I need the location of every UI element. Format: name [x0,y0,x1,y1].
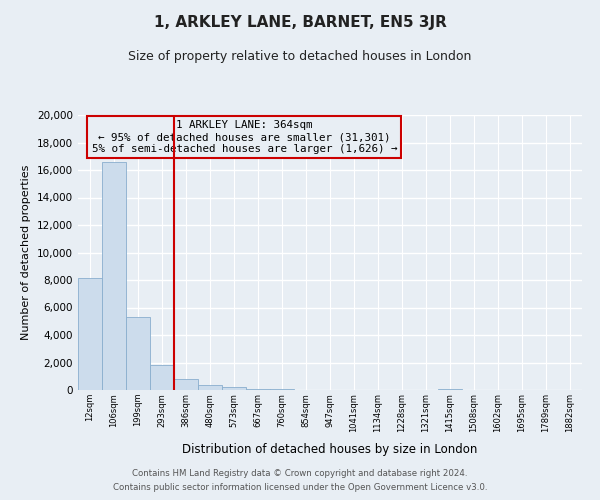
Text: Size of property relative to detached houses in London: Size of property relative to detached ho… [128,50,472,63]
Bar [174,379,198,390]
Text: 1, ARKLEY LANE, BARNET, EN5 3JR: 1, ARKLEY LANE, BARNET, EN5 3JR [154,15,446,30]
Bar [246,388,270,390]
Text: Contains HM Land Registry data © Crown copyright and database right 2024.: Contains HM Land Registry data © Crown c… [132,468,468,477]
Text: Contains public sector information licensed under the Open Government Licence v3: Contains public sector information licen… [113,484,487,492]
Bar [78,278,102,390]
Bar [438,388,462,390]
Bar [222,387,246,390]
Y-axis label: Number of detached properties: Number of detached properties [22,165,31,340]
Bar [270,388,294,390]
Bar [102,162,126,390]
Text: 1 ARKLEY LANE: 364sqm
← 95% of detached houses are smaller (31,301)
5% of semi-d: 1 ARKLEY LANE: 364sqm ← 95% of detached … [92,120,397,154]
X-axis label: Distribution of detached houses by size in London: Distribution of detached houses by size … [182,443,478,456]
Bar [198,385,222,390]
Bar [126,317,150,390]
Bar [150,365,174,390]
